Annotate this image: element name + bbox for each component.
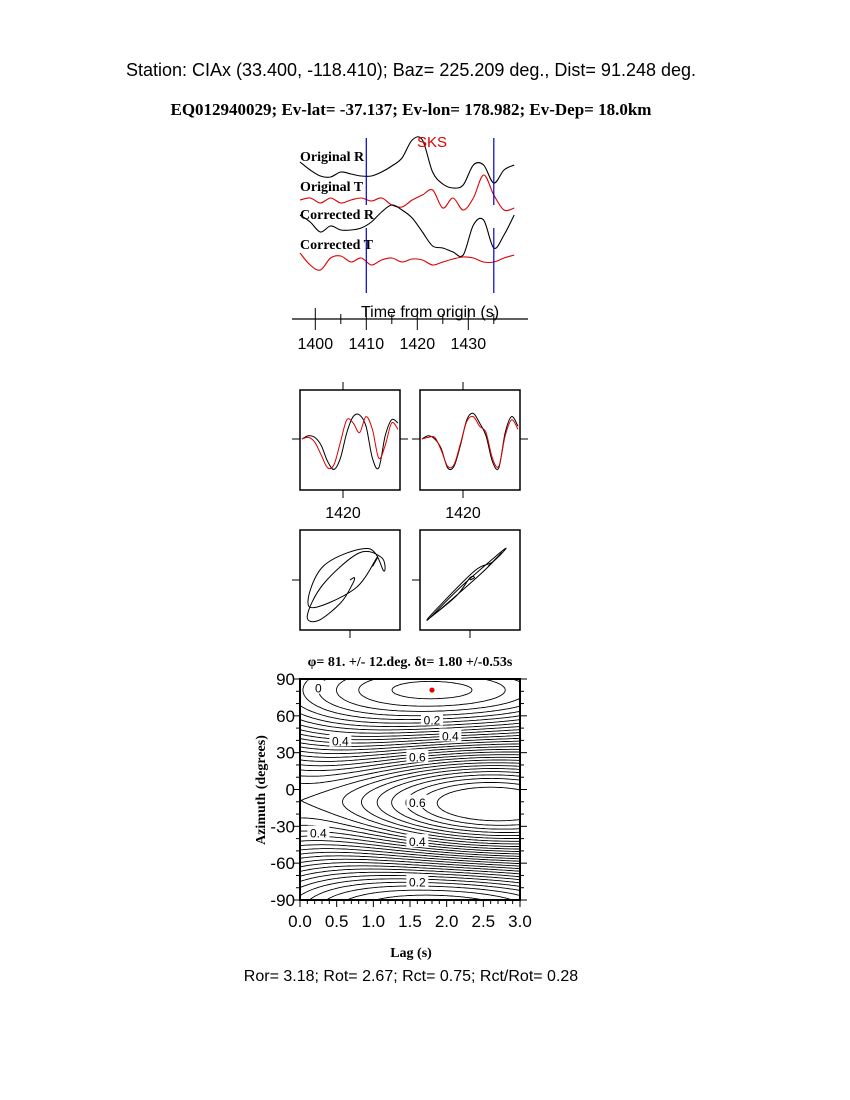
contour-label-bg [406, 794, 429, 808]
window-trace-t [421, 415, 519, 469]
lag-tick-label: 1.0 [362, 912, 386, 931]
contour-label: 0.6 [409, 796, 426, 810]
time-axis: 1400 1410 1420 1430 [292, 308, 528, 353]
lag-tick-label: 0.0 [288, 912, 312, 931]
trace-label-corrected-t: Corrected T [300, 238, 374, 253]
azimuth-axis-label: Azimuth (degrees) [254, 735, 269, 845]
trace-original-r [299, 136, 515, 189]
ratio-summary: Ror= 3.18; Rot= 2.67; Rct= 0.75; Rct/Rot… [244, 968, 579, 985]
contour-label-bg [421, 712, 443, 726]
contour-label: 0.4 [332, 734, 349, 748]
azimuth-tick-label: 90 [276, 670, 295, 689]
contour-lines [299, 678, 521, 901]
azimuth-tick-label: 60 [276, 707, 295, 726]
particle-motion-curve [426, 547, 507, 621]
window-panel-frame [419, 389, 521, 491]
trace-corrected-r [299, 204, 515, 258]
lag-tick-label: 0.5 [325, 912, 349, 931]
trace-label-original-r: Original R [300, 150, 365, 165]
trace-label-corrected-r: Corrected R [300, 208, 375, 223]
window-tick-left: 1420 [325, 505, 361, 522]
contour-label: 0.2 [424, 714, 441, 728]
contour-label-bg [439, 728, 462, 742]
window-tick-right: 1420 [445, 505, 481, 522]
particle-motion-curve [306, 547, 386, 623]
azimuth-tick-label: 0 [286, 781, 295, 800]
lag-tick-label: 2.5 [472, 912, 496, 931]
phase-label-sks: SKS [417, 134, 447, 151]
azimuth-tick-label: 30 [276, 744, 295, 763]
contour-label: 0 [315, 682, 322, 696]
time-tick-label: 1400 [298, 336, 334, 353]
lag-tick-label: 1.5 [398, 912, 422, 931]
lag-tick-label: 3.0 [508, 912, 532, 931]
station-line: Station: CIAx (33.400, -118.410); Baz= 2… [126, 60, 696, 80]
contour-label-bg [406, 749, 429, 763]
contour-label: 0.6 [409, 750, 426, 764]
contour-label-bg [329, 733, 352, 747]
contour-label-bg [307, 825, 330, 839]
time-axis-label: Time from origin (s) [361, 304, 499, 321]
trace-label-original-t: Original T [300, 180, 364, 195]
time-tick-label: 1420 [400, 336, 436, 353]
window-trace-r [301, 413, 399, 470]
time-tick-label: 1410 [349, 336, 385, 353]
window-panel-frame [299, 389, 401, 491]
event-line: EQ012940029; Ev-lat= -37.137; Ev-lon= 17… [171, 100, 652, 119]
contour-label: 0.2 [409, 876, 426, 890]
azimuth-tick-label: -30 [270, 817, 295, 836]
particle-motion-panels [292, 529, 521, 638]
trace-corrected-t [299, 252, 515, 271]
contour-title: φ= 81. +/- 12.deg. δt= 1.80 +/-0.53s [308, 655, 513, 670]
best-fit-dot [429, 687, 435, 693]
contour-label: 0.4 [409, 835, 426, 849]
contour-label-bg [406, 834, 429, 848]
window-panels [292, 382, 528, 498]
azimuth-tick-label: -60 [270, 854, 295, 873]
lag-tick-label: 2.0 [435, 912, 459, 931]
seismogram-panel [299, 136, 515, 293]
contour-plot: 0.0 0.5 1.0 1.5 2.0 2.5 3.0 90 60 30 0 -30 -60 -90 0 0.… [270, 670, 531, 931]
lag-axis-label: Lag (s) [390, 946, 432, 961]
window-trace-t [301, 416, 399, 470]
trace-original-t [299, 174, 515, 212]
contour-label-bg [406, 874, 429, 888]
contour-label: 0.4 [442, 729, 459, 743]
time-tick-label: 1430 [451, 336, 487, 353]
contour-label: 0.4 [310, 826, 327, 840]
azimuth-tick-label: -90 [270, 891, 295, 910]
contour-label-bg [307, 680, 330, 694]
